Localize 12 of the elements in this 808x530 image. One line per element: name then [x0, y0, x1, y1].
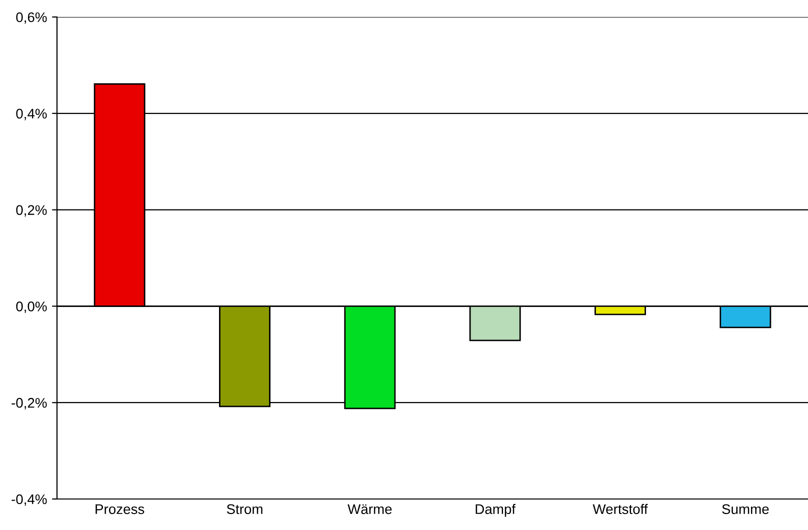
y-tick-label: -0,4% [12, 494, 47, 506]
y-tick-label: 0,0% [16, 302, 47, 314]
y-tick-label: 0,2% [16, 205, 47, 217]
x-tick-label: Strom [226, 504, 262, 514]
x-tick-label: Dampf [476, 504, 516, 517]
x-tick-label: Wärme [348, 504, 392, 514]
x-tick-label: Summe [722, 504, 769, 514]
y-tick-label: 0,4% [16, 108, 47, 120]
x-tick-label: Prozess [96, 504, 144, 514]
y-tick-label: -0,2% [12, 398, 47, 410]
x-tick-label: Wertstoff [592, 504, 648, 514]
y-tick-label: 0,6% [16, 12, 47, 24]
